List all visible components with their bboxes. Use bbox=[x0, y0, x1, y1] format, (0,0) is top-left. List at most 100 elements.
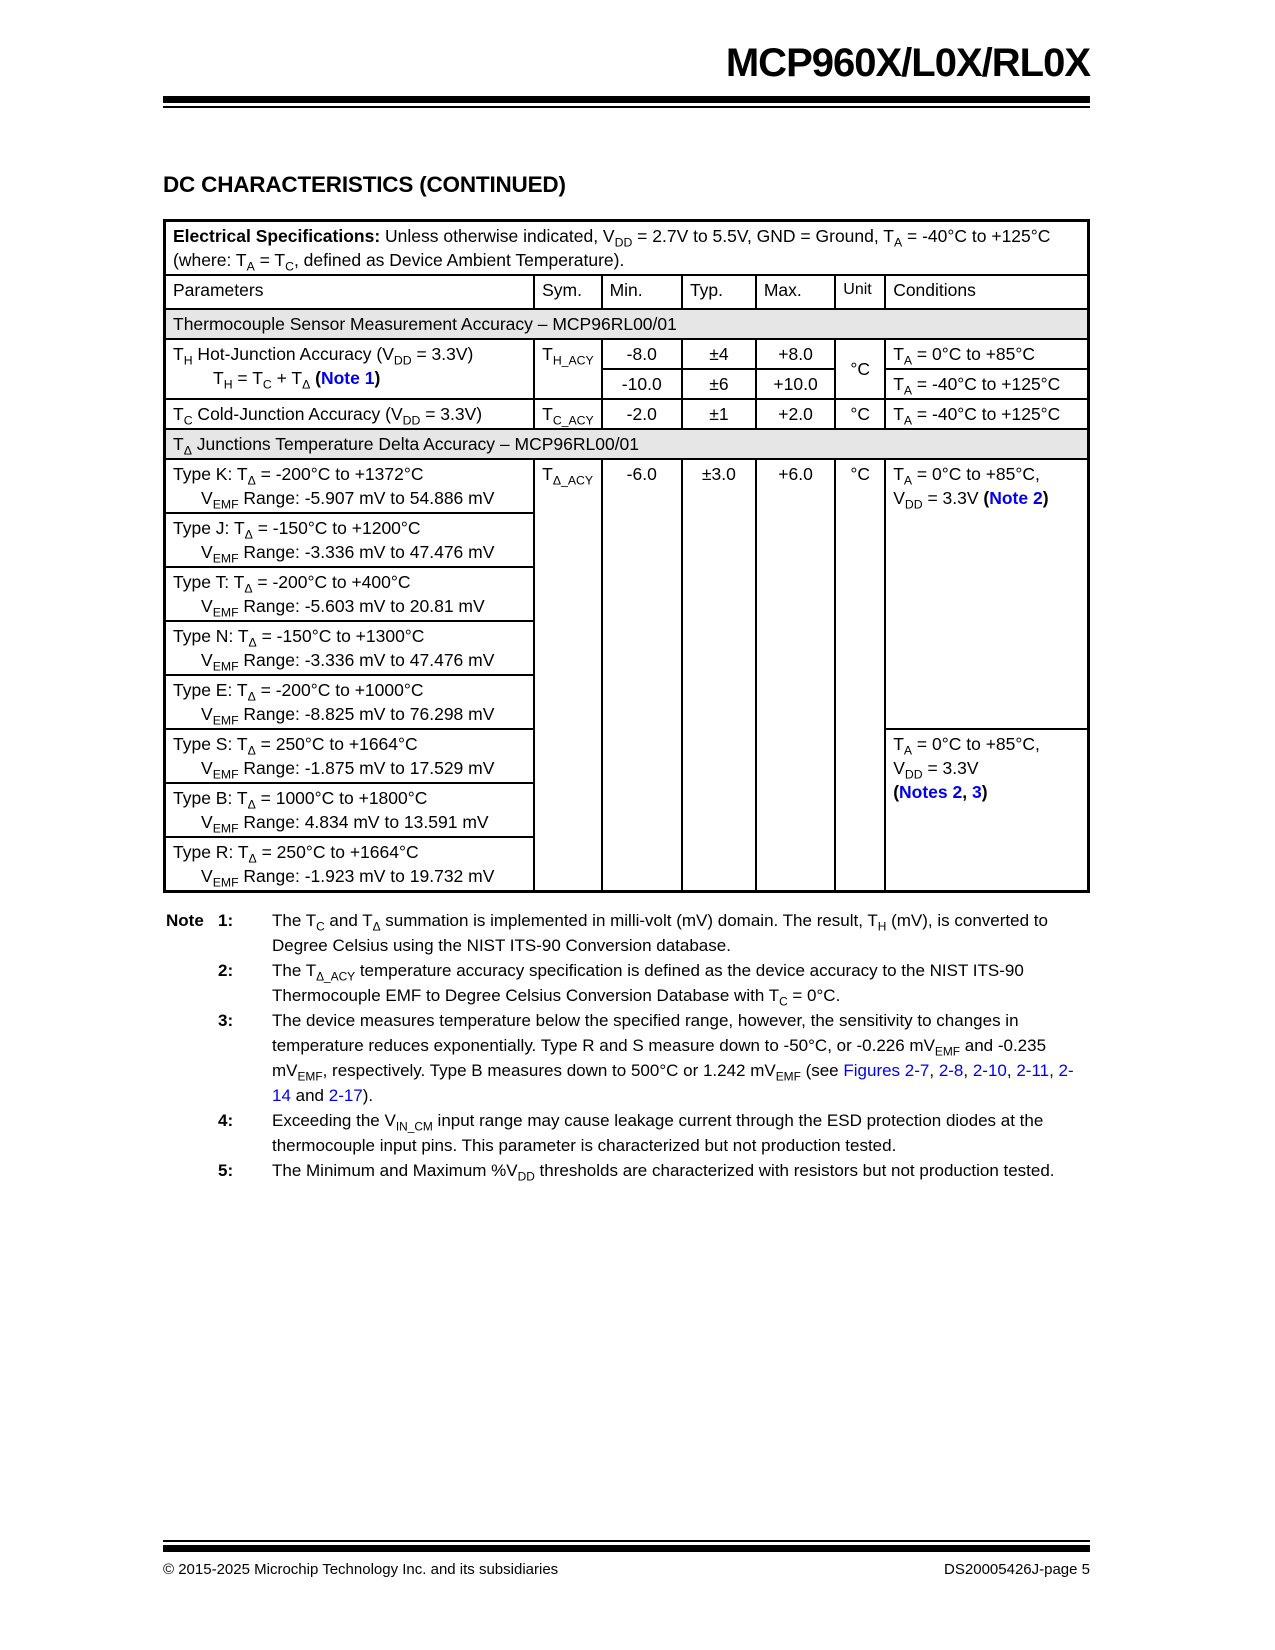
tc-unit-cell: °C bbox=[834, 398, 887, 430]
type-e-param-cell: Type E: TΔ = -200°C to +1000°C VEMF Rang… bbox=[163, 674, 536, 730]
column-header-row: Parameters Sym. Min. Typ. Max. Unit Cond… bbox=[163, 274, 1090, 310]
figure-link[interactable]: 2-11 bbox=[1016, 1061, 1050, 1080]
type-t-vemf-range: VEMF Range: -5.603 mV to 20.81 mV bbox=[201, 596, 485, 620]
type-r-param-cell: Type R: TΔ = 250°C to +1664°C VEMF Range… bbox=[163, 836, 536, 893]
th-sym-cell: TH_ACY bbox=[533, 338, 603, 400]
type-j-param-cell: Type J: TΔ = -150°C to +1200°C VEMF Rang… bbox=[163, 512, 536, 568]
th-param-line1: TH Hot-Junction Accuracy (VDD = 3.3V) bbox=[173, 344, 474, 368]
note-text: The device measures temperature below th… bbox=[272, 1011, 1074, 1105]
delta-cond-cell-2: TA = 0°C to +85°C, VDD = 3.3V (Notes 2, … bbox=[884, 728, 1090, 893]
footer-rule-thick bbox=[163, 1545, 1090, 1552]
dc-characteristics-heading: DC CHARACTERISTICS (CONTINUED) bbox=[163, 172, 566, 197]
tc-max-cell: +2.0 bbox=[754, 398, 837, 430]
th-cond-cell-1: TA = 0°C to +85°C bbox=[884, 338, 1090, 370]
delta-cond2-line3: (Notes 2, 3) bbox=[893, 782, 988, 802]
table-row: TC Cold-Junction Accuracy (VDD = 3.3V) T… bbox=[163, 398, 1090, 430]
electrical-specifications-header: Electrical Specifications: Unless otherw… bbox=[163, 219, 1090, 276]
footer-rule-thin bbox=[163, 1540, 1090, 1542]
type-e-range: Type E: TΔ = -200°C to +1000°C bbox=[173, 680, 424, 704]
type-s-param-cell: Type S: TΔ = 250°C to +1664°C VEMF Range… bbox=[163, 728, 536, 784]
th-param-line2: TH = TC + TΔ (Note 1) bbox=[213, 368, 381, 392]
delta-sym-cell: TΔ_ACY bbox=[533, 458, 603, 893]
table-row: Electrical Specifications: Unless otherw… bbox=[163, 219, 1090, 276]
col-header-unit: Unit bbox=[834, 274, 887, 310]
tc-cond-cell: TA = -40°C to +125°C bbox=[884, 398, 1090, 430]
th-typ-cell-1: ±4 bbox=[680, 338, 757, 370]
delta-cond2-line1: TA = 0°C to +85°C, bbox=[893, 734, 1040, 758]
type-n-vemf-range: VEMF Range: -3.336 mV to 47.476 mV bbox=[201, 650, 495, 674]
figure-link[interactable]: 2-10 bbox=[972, 1061, 1007, 1080]
dc-characteristics-table: Electrical Specifications: Unless otherw… bbox=[163, 219, 1090, 893]
note-number: 5: bbox=[218, 1161, 234, 1180]
table-row: Type R: TΔ = 250°C to +1664°C VEMF Range… bbox=[163, 836, 1089, 893]
th-unit-cell: °C bbox=[834, 338, 887, 400]
table-row: TH Hot-Junction Accuracy (VDD = 3.3V) TH… bbox=[163, 338, 1090, 400]
table-row: Type B: TΔ = 1000°C to +1800°C VEMF Rang… bbox=[163, 782, 1089, 838]
figure-link[interactable]: Figures 2-7 bbox=[843, 1061, 930, 1080]
note-link[interactable]: 3 bbox=[971, 782, 982, 802]
table-row: Type T: TΔ = -200°C to +400°C VEMF Range… bbox=[163, 566, 1089, 622]
note-3: 3: The device measures temperature below… bbox=[166, 1008, 1090, 1108]
th-typ-cell-2: ±6 bbox=[680, 368, 757, 400]
delta-cond-cell-1: TA = 0°C to +85°C, VDD = 3.3V (Note 2) bbox=[884, 458, 1090, 730]
delta-typ-cell: ±3.0 bbox=[680, 458, 757, 893]
th-min-cell-2: -10.0 bbox=[600, 368, 683, 400]
type-b-range: Type B: TΔ = 1000°C to +1800°C bbox=[173, 788, 428, 812]
note-number: 4: bbox=[218, 1111, 234, 1130]
page-title: MCP960X/L0X/RL0X bbox=[725, 41, 1091, 85]
delta-cond1-line1: TA = 0°C to +85°C, bbox=[893, 464, 1040, 488]
tc-sym-cell: TC_ACY bbox=[533, 398, 603, 430]
th-min-cell-1: -8.0 bbox=[600, 338, 683, 370]
type-k-param-cell: Type K: TΔ = -200°C to +1372°C VEMF Rang… bbox=[163, 458, 536, 514]
th-cond-cell-2: TA = -40°C to +125°C bbox=[884, 368, 1090, 400]
note-text: The TΔ_ACY temperature accuracy specific… bbox=[272, 961, 1024, 1009]
section-thermocouple-accuracy: Thermocouple Sensor Measurement Accuracy… bbox=[163, 308, 1090, 340]
section-row: Thermocouple Sensor Measurement Accuracy… bbox=[163, 308, 1090, 340]
col-header-max: Max. bbox=[754, 274, 837, 310]
table-row: -10.0 ±6 +10.0 TA = -40°C to +125°C bbox=[165, 368, 1090, 400]
figure-link[interactable]: 2-14 bbox=[272, 1061, 1074, 1105]
type-n-param-cell: Type N: TΔ = -150°C to +1300°C VEMF Rang… bbox=[163, 620, 536, 676]
type-k-vemf-range: VEMF Range: -5.907 mV to 54.886 mV bbox=[201, 488, 495, 512]
page-footer: © 2015-2025 Microchip Technology Inc. an… bbox=[163, 1540, 1090, 1578]
note-text: The Minimum and Maximum %VDD thresholds … bbox=[272, 1161, 1055, 1184]
col-header-parameters: Parameters bbox=[163, 274, 536, 310]
col-header-conditions: Conditions bbox=[884, 274, 1090, 310]
type-s-vemf-range: VEMF Range: -1.875 mV to 17.529 mV bbox=[201, 758, 495, 782]
note-link[interactable]: Note 2 bbox=[989, 488, 1043, 508]
col-header-min: Min. bbox=[600, 274, 683, 310]
type-r-vemf-range: VEMF Range: -1.923 mV to 19.732 mV bbox=[201, 866, 495, 890]
delta-cond2-line2: VDD = 3.3V bbox=[893, 758, 979, 782]
tc-param-cell: TC Cold-Junction Accuracy (VDD = 3.3V) bbox=[163, 398, 536, 430]
type-j-range: Type J: TΔ = -150°C to +1200°C bbox=[173, 518, 421, 542]
type-t-param-cell: Type T: TΔ = -200°C to +400°C VEMF Range… bbox=[163, 566, 536, 622]
type-s-range: Type S: TΔ = 250°C to +1664°C bbox=[173, 734, 418, 758]
header-rule-thin bbox=[163, 106, 1090, 108]
delta-unit-cell: °C bbox=[834, 458, 887, 893]
note-number: 3: bbox=[218, 1011, 234, 1030]
delta-max-cell: +6.0 bbox=[754, 458, 837, 893]
col-header-typ: Typ. bbox=[680, 274, 757, 310]
tc-typ-cell: ±1 bbox=[680, 398, 757, 430]
note-label: Note bbox=[166, 911, 204, 930]
note-1: Note 1: The TC and TΔ summation is imple… bbox=[166, 908, 1090, 958]
table-row: Type K: TΔ = -200°C to +1372°C VEMF Rang… bbox=[163, 458, 1090, 893]
table-row: Type J: TΔ = -150°C to +1200°C VEMF Rang… bbox=[163, 512, 1089, 568]
type-b-param-cell: Type B: TΔ = 1000°C to +1800°C VEMF Rang… bbox=[163, 782, 536, 838]
th-max-cell-2: +10.0 bbox=[754, 368, 837, 400]
figure-link[interactable]: 2-8 bbox=[938, 1061, 964, 1080]
type-j-vemf-range: VEMF Range: -3.336 mV to 47.476 mV bbox=[201, 542, 495, 566]
tc-min-cell: -2.0 bbox=[600, 398, 683, 430]
th-param-cell: TH Hot-Junction Accuracy (VDD = 3.3V) TH… bbox=[163, 338, 536, 400]
page-content: MCP960X/L0X/RL0X DC CHARACTERISTICS (CON… bbox=[163, 0, 1091, 1184]
delta-min-cell: -6.0 bbox=[600, 458, 683, 893]
delta-cond1-line2: VDD = 3.3V (Note 2) bbox=[893, 488, 1049, 512]
table-row: Type N: TΔ = -150°C to +1300°C VEMF Rang… bbox=[163, 620, 1089, 676]
note-link[interactable]: Note 1 bbox=[320, 368, 375, 388]
type-b-vemf-range: VEMF Range: 4.834 mV to 13.591 mV bbox=[201, 812, 489, 836]
th-max-cell-1: +8.0 bbox=[754, 338, 837, 370]
note-link[interactable]: Notes 2 bbox=[899, 782, 963, 802]
figure-link[interactable]: 2-17 bbox=[328, 1086, 363, 1105]
section-row: TΔ Junctions Temperature Delta Accuracy … bbox=[163, 428, 1090, 460]
